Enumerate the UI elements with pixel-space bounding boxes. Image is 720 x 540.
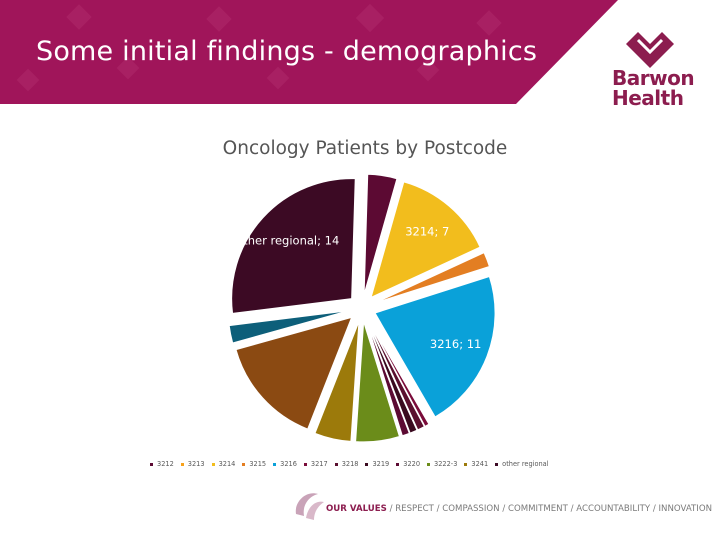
logo-text-line2: Health xyxy=(612,86,684,110)
data-label-3214: 3214; 7 xyxy=(405,225,449,239)
slice-3241 xyxy=(314,321,360,442)
legend-item-3222-3: 3222-3 xyxy=(427,460,457,468)
values-mark-icon xyxy=(295,493,324,520)
slice-unlabelled-1 xyxy=(235,316,353,430)
slice-unlabelled-2 xyxy=(228,310,349,344)
legend-item-other-regional: other regional xyxy=(495,460,549,468)
legend-swatch xyxy=(365,462,369,466)
legend-label: 3220 xyxy=(403,460,421,468)
legend-swatch xyxy=(242,462,246,466)
legend-label: 3212 xyxy=(157,460,174,468)
legend-label: 3222-3 xyxy=(434,460,458,468)
legend-label: 3241 xyxy=(471,460,489,468)
legend-swatch xyxy=(303,462,307,466)
legend-swatch xyxy=(495,462,499,466)
footer-values: OUR VALUES / RESPECT / COMPASSION / COMM… xyxy=(326,504,712,514)
legend-label: 3218 xyxy=(341,460,359,468)
footer-values-title: OUR VALUES xyxy=(326,504,387,514)
data-label-other-regional: other regional; 14 xyxy=(236,233,339,247)
legend-item-3217: 3217 xyxy=(303,460,328,468)
slice-3217 xyxy=(368,319,430,427)
slice-3222-3 xyxy=(355,321,401,443)
legend-swatch xyxy=(150,462,153,466)
legend-item-3220: 3220 xyxy=(396,460,420,468)
legend-swatch xyxy=(396,462,400,466)
legend-label: other regional xyxy=(502,460,549,468)
barwon-health-logo-icon xyxy=(626,32,674,68)
slice-3214 xyxy=(370,181,481,299)
legend-label: 3216 xyxy=(280,460,297,468)
chart-title: Oncology Patients by Postcode xyxy=(222,138,508,159)
chart-legend: 3212 3213 3214 3215 3216 3217 3218 3219 3220 3222… xyxy=(150,460,590,468)
legend-swatch xyxy=(427,462,431,466)
slice-other-regional xyxy=(231,178,356,314)
legend-item-3215: 3215 xyxy=(242,460,266,468)
legend-label: 3214 xyxy=(218,460,236,468)
legend-label: 3217 xyxy=(310,460,328,468)
header-banner xyxy=(0,0,618,104)
slide-title: Some initial findings - demographics xyxy=(36,36,538,67)
legend-item-3213: 3213 xyxy=(180,460,205,468)
legend-item-3212: 3212 xyxy=(150,460,174,468)
legend-label: 3213 xyxy=(187,460,205,468)
legend-swatch xyxy=(211,462,215,466)
legend-swatch xyxy=(273,462,277,466)
data-label-3216: 3216; 11 xyxy=(430,337,481,351)
slice-3212 xyxy=(363,173,398,295)
legend-item-3214: 3214 xyxy=(211,460,236,468)
legend-item-3241: 3241 xyxy=(464,460,488,468)
footer-values-list: / RESPECT / COMPASSION / COMMITMENT / AC… xyxy=(389,504,713,514)
legend-item-3216: 3216 xyxy=(273,460,297,468)
legend-label: 3219 xyxy=(372,460,390,468)
legend-swatch xyxy=(464,462,468,466)
legend-item-3219: 3219 xyxy=(365,460,389,468)
legend-item-3218: 3218 xyxy=(334,460,359,468)
slice-3215 xyxy=(374,252,491,304)
slice-3218 xyxy=(367,320,426,431)
slice-3219 xyxy=(366,320,418,434)
legend-swatch xyxy=(334,462,338,466)
legend-swatch xyxy=(180,462,184,466)
banner-pattern xyxy=(16,3,502,92)
logo-text-line1: Barwon xyxy=(612,66,695,90)
legend-label: 3215 xyxy=(249,460,267,468)
slice-3220 xyxy=(366,321,410,437)
banner-shape xyxy=(0,0,618,104)
slice-3216 xyxy=(374,275,496,418)
